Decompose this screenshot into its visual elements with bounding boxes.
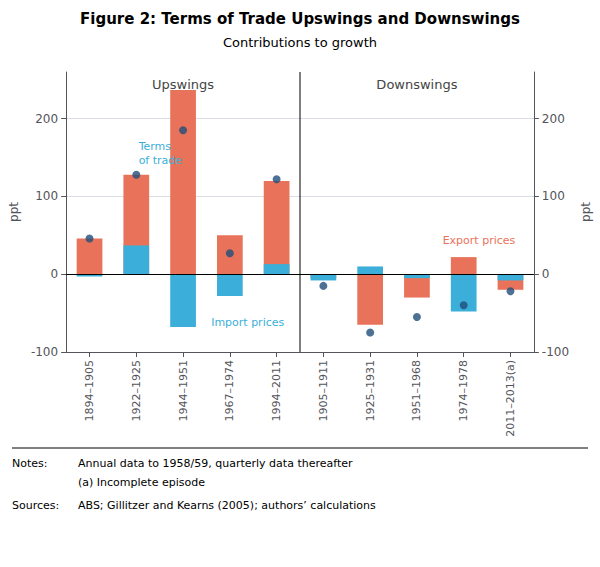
svg-text:1925–1931: 1925–1931 <box>364 360 377 422</box>
svg-text:Notes:: Notes: <box>12 457 47 470</box>
svg-text:1894–1905: 1894–1905 <box>83 360 96 422</box>
svg-text:1951–1968: 1951–1968 <box>410 360 423 422</box>
svg-text:1905–1911: 1905–1911 <box>317 360 330 422</box>
svg-text:-100: -100 <box>31 345 58 359</box>
svg-text:ABS; Gillitzer and Kearns (200: ABS; Gillitzer and Kearns (2005); author… <box>78 499 376 512</box>
svg-text:Contributions to growth: Contributions to growth <box>223 35 377 50</box>
svg-text:100: 100 <box>542 189 565 203</box>
svg-text:1944–1951: 1944–1951 <box>177 360 190 422</box>
svg-text:Figure 2: Terms of Trade Upswi: Figure 2: Terms of Trade Upswings and Do… <box>80 10 520 28</box>
svg-text:1967–1974: 1967–1974 <box>223 360 236 422</box>
svg-text:Export prices: Export prices <box>443 234 516 247</box>
svg-text:200: 200 <box>35 112 58 126</box>
svg-text:Sources:: Sources: <box>12 499 59 512</box>
svg-text:of trade: of trade <box>139 154 183 167</box>
svg-text:Upswings: Upswings <box>152 77 214 92</box>
svg-text:2011–2013(a): 2011–2013(a) <box>504 360 517 437</box>
svg-text:200: 200 <box>542 112 565 126</box>
svg-text:(a) Incomplete episode: (a) Incomplete episode <box>78 476 205 489</box>
svg-text:1994–2011: 1994–2011 <box>270 360 283 422</box>
svg-text:100: 100 <box>35 189 58 203</box>
svg-text:0: 0 <box>50 267 58 281</box>
svg-text:ppt: ppt <box>579 202 593 222</box>
svg-text:0: 0 <box>542 267 550 281</box>
svg-text:Import prices: Import prices <box>211 316 284 329</box>
svg-text:-100: -100 <box>542 345 569 359</box>
svg-text:Annual data to 1958/59, quarte: Annual data to 1958/59, quarterly data t… <box>78 457 353 470</box>
svg-text:Terms: Terms <box>138 140 172 153</box>
svg-text:ppt: ppt <box>7 202 21 222</box>
svg-text:1974–1978: 1974–1978 <box>457 360 470 422</box>
svg-text:1922–1925: 1922–1925 <box>130 360 143 422</box>
svg-text:Downswings: Downswings <box>376 77 457 92</box>
